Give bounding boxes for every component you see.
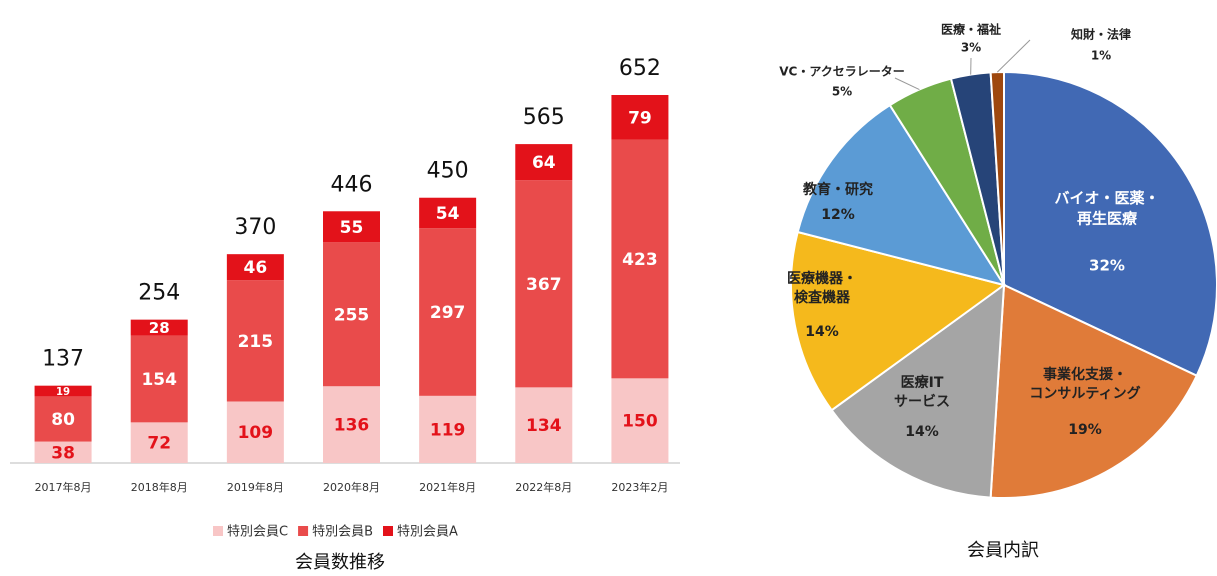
leader-line <box>894 77 920 90</box>
slice-label: 医療機器・検査機器 <box>787 270 857 306</box>
slice-value-label: 14% <box>905 424 939 440</box>
slice-label: 事業化支援・コンサルティング <box>1029 366 1140 402</box>
slice-label: 教育・研究 <box>803 181 873 198</box>
segment-label: 28 <box>149 319 170 337</box>
bar-segment <box>226 280 284 402</box>
bar-segment <box>419 197 477 229</box>
bar-segment <box>34 441 92 463</box>
segment-label: 80 <box>51 410 75 430</box>
segment-label: 55 <box>340 218 364 238</box>
bar-segment <box>611 378 669 463</box>
segment-label: 297 <box>430 303 466 323</box>
slice-value-label: 32% <box>1089 257 1125 275</box>
leader-line <box>996 39 1031 73</box>
slice-value-label: 12% <box>821 207 855 223</box>
bar-segment <box>515 180 573 388</box>
slice-label: 知財・法律 <box>1070 27 1131 42</box>
bar-chart-title: 会員数推移 <box>295 552 385 573</box>
segment-label: 255 <box>334 305 370 325</box>
segment-label: 136 <box>334 416 370 436</box>
slice-value-label: 14% <box>805 324 839 340</box>
pie-slice <box>989 283 1199 499</box>
pie-slice <box>1003 70 1217 378</box>
total-label: 370 <box>234 215 276 240</box>
pie-slice <box>790 230 1007 412</box>
slice-label: 医療IT サービス <box>894 374 950 410</box>
bar-segment <box>611 139 669 379</box>
legend-swatch <box>213 526 223 536</box>
total-label: 450 <box>427 159 469 184</box>
x-tick-label: 2020年8月 <box>323 480 380 494</box>
bar-segment <box>323 242 380 387</box>
total-label: 446 <box>331 172 373 197</box>
bar-segment <box>419 395 477 463</box>
segment-label: 367 <box>526 275 562 295</box>
slice-label: VC・アクセラレーター <box>779 65 905 79</box>
bar-segment <box>611 95 669 140</box>
slice-value-label: 1% <box>1091 49 1111 63</box>
bar-segment <box>130 319 188 336</box>
x-tick-label: 2022年8月 <box>515 480 572 494</box>
segment-label: 19 <box>56 387 70 398</box>
bar-segment <box>130 335 188 423</box>
slice-value-label: 3% <box>961 41 981 55</box>
bar-segment <box>34 385 92 397</box>
pie-slice <box>830 282 1006 499</box>
legend-label: 特別会員B <box>312 525 373 540</box>
segment-label: 119 <box>430 420 466 440</box>
legend-swatch <box>298 526 309 536</box>
segment-label: 215 <box>238 332 274 352</box>
pie-slice <box>796 103 1007 287</box>
x-tick-label: 2017年8月 <box>35 480 92 494</box>
bar-segment <box>130 422 188 463</box>
slice-label: バイオ・医薬・再生医療 <box>1054 189 1159 227</box>
legend-label: 特別会員C <box>227 525 288 540</box>
segment-label: 109 <box>238 423 274 443</box>
bar-segment <box>323 386 380 463</box>
slice-value-label: 5% <box>832 85 852 99</box>
total-label: 137 <box>42 347 84 372</box>
bar-segment <box>419 228 477 396</box>
segment-label: 79 <box>628 108 652 128</box>
x-tick-label: 2018年8月 <box>131 480 188 494</box>
bar-segment <box>515 387 573 463</box>
bar-segment <box>226 254 284 281</box>
pie-chart-title: 会員内訳 <box>967 540 1039 561</box>
total-label: 652 <box>619 56 661 81</box>
slice-label: 医療・福祉 <box>941 22 1001 37</box>
bar-segment <box>226 401 284 463</box>
bar-segment <box>34 396 92 442</box>
segment-label: 46 <box>244 258 268 278</box>
segment-label: 64 <box>532 153 556 173</box>
x-tick-label: 2023年2月 <box>611 480 668 494</box>
total-label: 254 <box>138 281 180 306</box>
bar-segment <box>515 144 573 181</box>
segment-label: 423 <box>622 250 658 270</box>
segment-label: 54 <box>436 204 460 224</box>
legend-swatch <box>383 526 393 536</box>
segment-label: 38 <box>51 443 75 463</box>
total-label: 565 <box>523 105 565 130</box>
bar-segment <box>323 211 380 243</box>
segment-label: 150 <box>622 412 658 432</box>
segment-label: 134 <box>526 416 562 436</box>
legend-label: 特別会員A <box>397 525 458 540</box>
x-tick-label: 2019年8月 <box>227 480 284 494</box>
segment-label: 72 <box>147 434 171 454</box>
slice-value-label: 19% <box>1068 422 1102 438</box>
x-tick-label: 2021年8月 <box>419 480 476 494</box>
segment-label: 154 <box>141 370 177 390</box>
